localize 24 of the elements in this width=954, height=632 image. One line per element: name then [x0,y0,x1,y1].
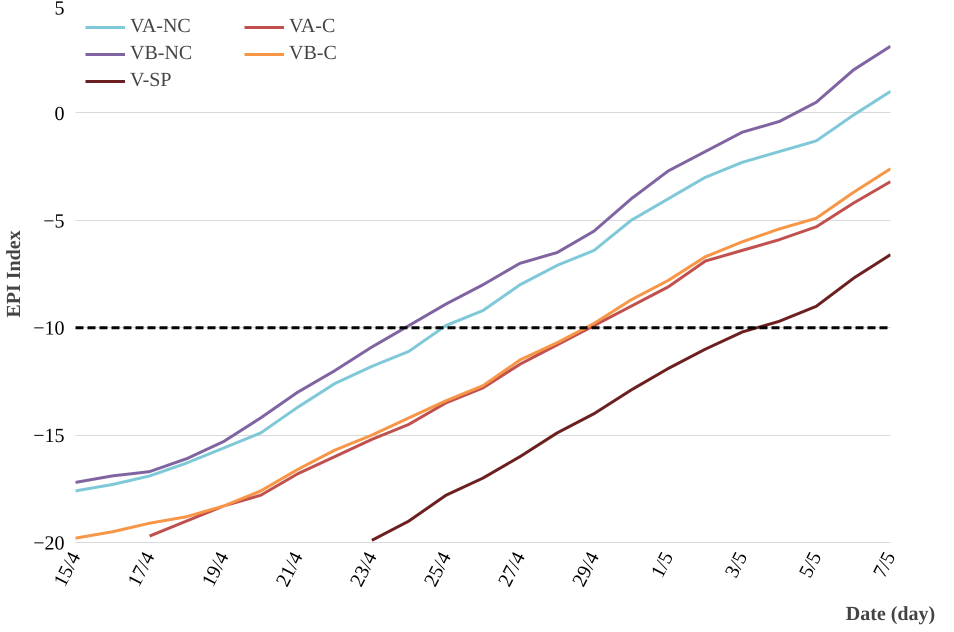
x-tick-label: 23/4 [346,548,382,590]
x-tick-label: 19/4 [198,548,234,590]
x-tick-label: 1/5 [646,548,678,582]
legend-label: VB-NC [130,42,194,65]
y-axis-title: EPI Index [3,230,26,318]
legend-label: V-SP [130,69,173,92]
x-tick-label: 29/4 [568,548,604,590]
x-axis-title: Date (day) [846,603,936,626]
x-tick-label: 7/5 [869,548,900,582]
x-tick-label: 3/5 [720,548,752,582]
y-tick-label: −5 [43,210,64,232]
y-tick-label: −15 [33,425,64,448]
y-tick-label: 5 [54,0,64,20]
x-tick-label: 17/4 [124,548,160,590]
x-tick-label: 21/4 [272,548,308,590]
x-tick-label: 5/5 [795,548,826,582]
line-series [370,253,890,542]
legend-label: VA-C [289,15,336,38]
x-tick-label: 27/4 [494,548,530,590]
x-tick-label: 25/4 [420,548,456,590]
legend-label: VA-NC [130,15,192,38]
y-tick-label: −10 [33,318,64,340]
y-tick-label: 0 [54,102,64,125]
legend-label: VB-C [289,42,338,65]
